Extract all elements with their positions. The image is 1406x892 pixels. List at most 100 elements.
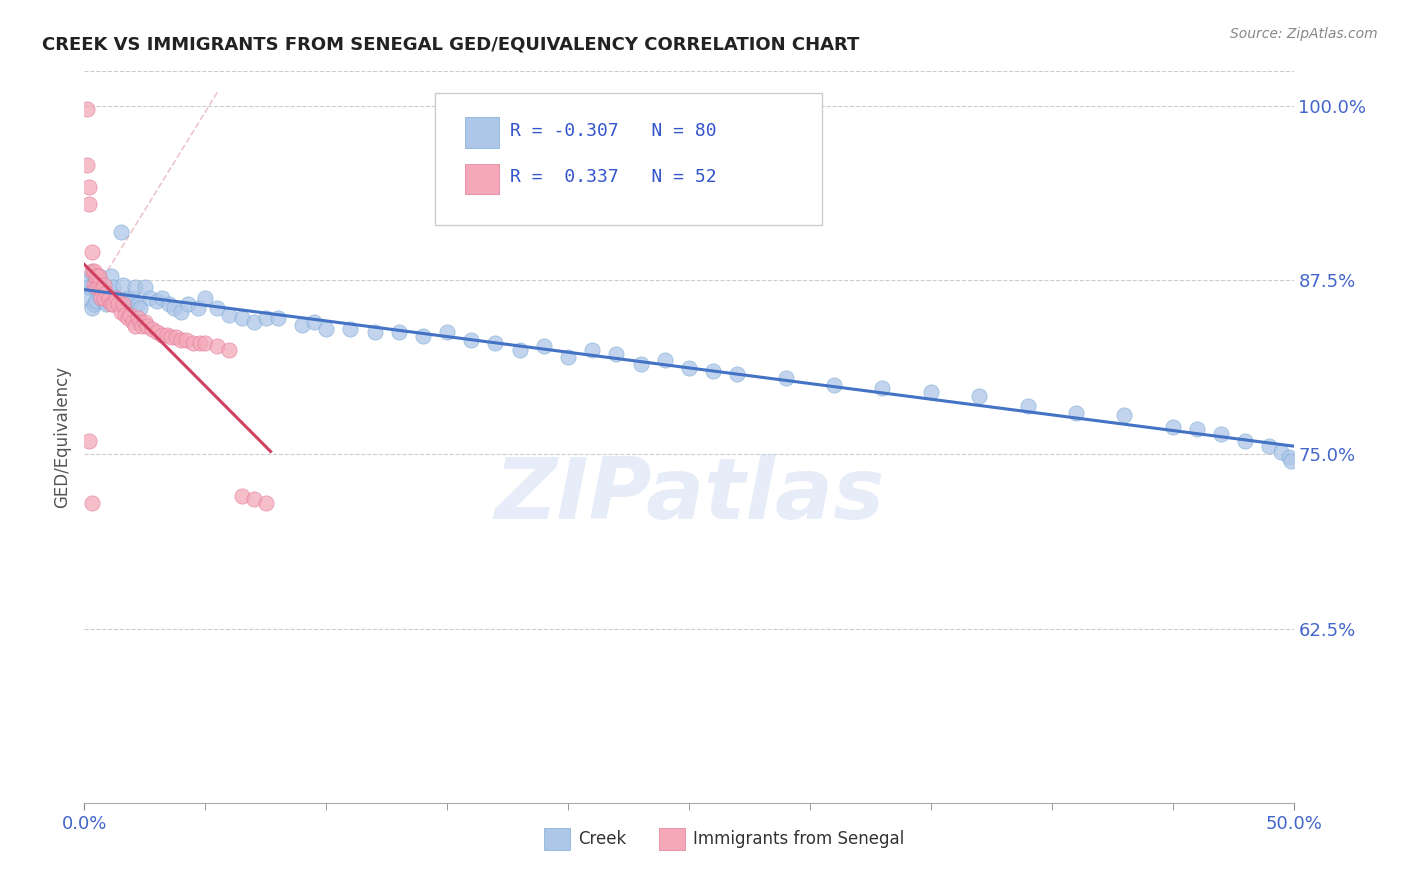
Point <box>94 297 117 311</box>
Point <box>117 310 139 325</box>
Point <box>630 357 652 371</box>
Point <box>174 333 197 347</box>
Text: CREEK VS IMMIGRANTS FROM SENEGAL GED/EQUIVALENCY CORRELATION CHART: CREEK VS IMMIGRANTS FROM SENEGAL GED/EQU… <box>42 36 859 54</box>
Point <box>150 292 173 306</box>
Point <box>136 319 159 334</box>
Point <box>107 294 129 309</box>
Point <box>533 339 555 353</box>
Point <box>104 292 127 306</box>
Point <box>267 310 290 325</box>
Point <box>654 352 676 367</box>
Point <box>83 263 105 277</box>
Point <box>90 292 112 306</box>
Point <box>86 294 108 309</box>
Point <box>104 292 127 306</box>
Point <box>86 269 108 284</box>
Point <box>160 330 183 344</box>
Point <box>218 343 240 357</box>
Point <box>129 301 152 316</box>
Point <box>103 280 125 294</box>
Point <box>103 297 125 311</box>
Point <box>80 301 103 316</box>
Point <box>388 325 411 339</box>
Point <box>1114 409 1136 423</box>
Point <box>146 294 169 309</box>
Point <box>725 367 748 381</box>
Point <box>80 266 103 280</box>
Point <box>581 343 603 357</box>
Point <box>254 496 277 510</box>
Point <box>87 277 110 292</box>
Point <box>127 310 149 325</box>
Point <box>1185 422 1208 436</box>
FancyBboxPatch shape <box>659 829 685 850</box>
Point <box>77 196 100 211</box>
Point <box>87 269 110 284</box>
Point <box>436 325 458 339</box>
Point <box>339 322 361 336</box>
Point <box>112 277 135 292</box>
Point <box>114 308 136 322</box>
Point <box>412 329 434 343</box>
Point <box>163 301 186 316</box>
Point <box>207 301 229 316</box>
Point <box>315 322 337 336</box>
Point <box>242 492 264 507</box>
Point <box>100 297 122 311</box>
Point <box>702 364 724 378</box>
Point <box>76 273 98 287</box>
Point <box>83 277 105 292</box>
Point <box>363 325 385 339</box>
Point <box>120 297 142 311</box>
Point <box>107 297 129 311</box>
Point <box>1017 399 1039 413</box>
Point <box>80 496 103 510</box>
Point <box>97 283 120 297</box>
Point <box>100 269 122 284</box>
Point <box>157 297 180 311</box>
Point <box>80 263 103 277</box>
Point <box>141 322 163 336</box>
Point <box>90 277 112 292</box>
Point <box>93 277 115 292</box>
Point <box>460 333 482 347</box>
Point <box>97 292 120 306</box>
Point <box>110 225 132 239</box>
Point <box>83 280 105 294</box>
Point <box>77 280 100 294</box>
Text: Source: ZipAtlas.com: Source: ZipAtlas.com <box>1230 27 1378 41</box>
Point <box>138 292 160 306</box>
Point <box>194 336 217 351</box>
Text: R =  0.337   N = 52: R = 0.337 N = 52 <box>510 169 717 186</box>
Point <box>484 336 506 351</box>
Point <box>1279 454 1302 468</box>
Point <box>129 315 152 329</box>
Point <box>76 158 98 172</box>
Point <box>155 327 177 342</box>
FancyBboxPatch shape <box>465 163 499 194</box>
Point <box>146 325 169 339</box>
Point <box>86 280 108 294</box>
Point <box>131 319 153 334</box>
Point <box>291 318 314 332</box>
Point <box>150 327 173 342</box>
Point <box>190 336 212 351</box>
Point <box>76 292 98 306</box>
Point <box>1064 406 1087 420</box>
Point <box>187 301 209 316</box>
Point <box>127 297 149 311</box>
Point <box>557 350 579 364</box>
Point <box>112 297 135 311</box>
Point <box>87 269 110 284</box>
Point <box>94 285 117 300</box>
Point <box>231 310 253 325</box>
Point <box>90 283 112 297</box>
Point <box>120 308 142 322</box>
FancyBboxPatch shape <box>465 118 499 148</box>
Point <box>1209 426 1232 441</box>
Point <box>124 319 146 334</box>
Point <box>1270 444 1292 458</box>
Point <box>117 292 139 306</box>
Point <box>77 180 100 194</box>
Text: Immigrants from Senegal: Immigrants from Senegal <box>693 830 904 848</box>
